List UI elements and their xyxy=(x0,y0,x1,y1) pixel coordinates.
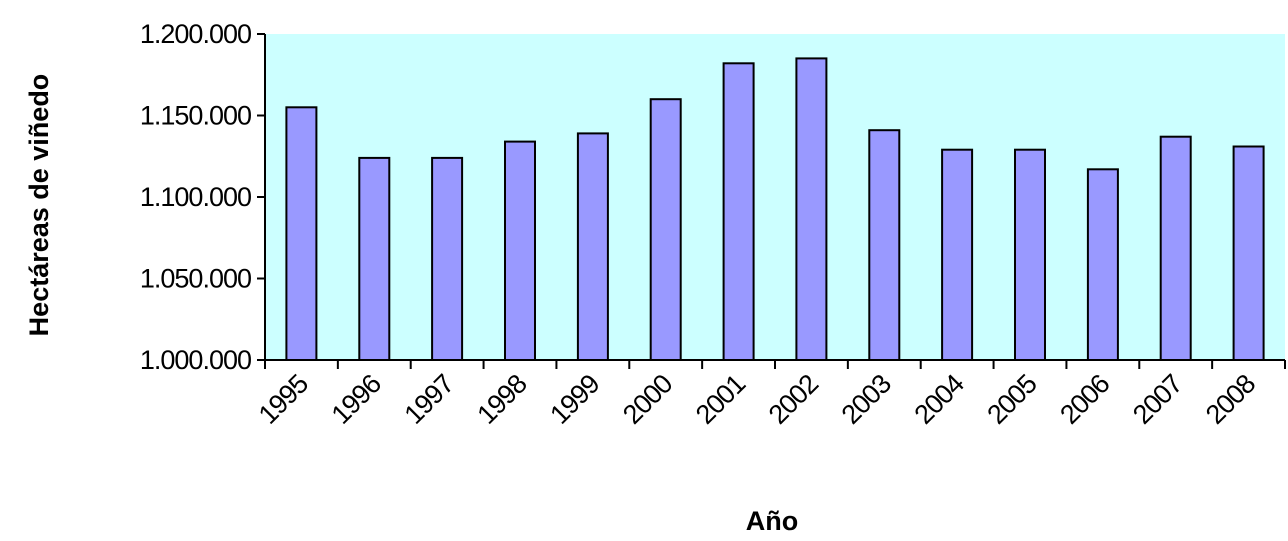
x-tick-label: 2005 xyxy=(981,369,1042,430)
bar-1999 xyxy=(576,132,609,361)
x-tick-label: 1998 xyxy=(471,369,532,430)
x-tick-label: 1999 xyxy=(544,369,605,430)
x-tick-label: 2006 xyxy=(1054,369,1115,430)
bars-group xyxy=(285,57,1265,362)
bar-1998 xyxy=(504,140,536,361)
bar-2005 xyxy=(1014,148,1046,361)
bar-2000 xyxy=(649,98,682,361)
bar-2001 xyxy=(722,62,755,362)
x-tick-label: 2002 xyxy=(763,369,824,430)
x-tick-label: 2004 xyxy=(909,368,971,430)
x-tick-label: 1996 xyxy=(326,369,387,430)
x-tick-label: 2003 xyxy=(836,369,897,430)
bar-1995 xyxy=(285,106,318,361)
bar-2004 xyxy=(941,148,974,361)
x-tick-label: 2001 xyxy=(690,369,751,430)
y-tick-labels: 1.000.000 1.050.000 1.100.000 1.150.000 1.20… xyxy=(140,19,252,375)
bar-2008 xyxy=(1232,145,1265,361)
plot-area xyxy=(265,34,1285,360)
bar-2003 xyxy=(868,129,901,361)
x-tick-label: 1997 xyxy=(399,369,460,430)
x-tick-labels: 1995 1996 1997 1998 1999 2000 2001 2002 2003 2004… xyxy=(253,368,1261,430)
y-tick-label: 1.150.000 xyxy=(140,101,251,131)
x-tick-label: 1995 xyxy=(253,369,314,430)
y-tick-label: 1.050.000 xyxy=(140,264,251,294)
y-axis-title: Hectáreas de viñedo xyxy=(24,74,54,337)
y-tick-label: 1.200.000 xyxy=(140,19,251,49)
bar-1996 xyxy=(358,156,391,361)
x-tick-label: 2008 xyxy=(1200,369,1261,430)
axes-group xyxy=(257,33,1286,369)
y-tick-label: 1.100.000 xyxy=(140,182,251,212)
x-axis-title: Año xyxy=(746,506,798,536)
bar-2006 xyxy=(1086,168,1119,361)
bar-1997 xyxy=(431,156,464,361)
x-tick-label: 2007 xyxy=(1127,369,1188,430)
x-tick-label: 2000 xyxy=(617,369,678,430)
bar-2007 xyxy=(1159,135,1192,361)
y-tick-label: 1.000.000 xyxy=(140,345,251,375)
bar-2002 xyxy=(795,57,828,362)
